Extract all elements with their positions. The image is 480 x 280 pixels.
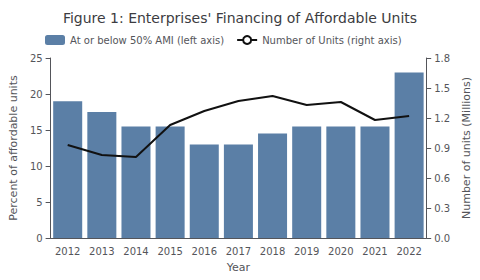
svg-text:2021: 2021: [362, 246, 387, 257]
svg-text:2019: 2019: [294, 246, 319, 257]
svg-text:2012: 2012: [55, 246, 80, 257]
svg-text:1.5: 1.5: [434, 83, 450, 94]
svg-text:10: 10: [30, 161, 43, 172]
svg-text:2018: 2018: [260, 246, 285, 257]
svg-text:0.6: 0.6: [434, 173, 450, 184]
svg-text:5: 5: [36, 197, 42, 208]
svg-text:1.2: 1.2: [434, 113, 450, 124]
svg-text:2017: 2017: [226, 246, 251, 257]
svg-text:Percent of affordable units: Percent of affordable units: [7, 75, 20, 221]
svg-text:0.3: 0.3: [434, 203, 450, 214]
svg-text:2016: 2016: [192, 246, 217, 257]
svg-text:Number of Units (right axis): Number of Units (right axis): [262, 35, 402, 46]
svg-text:2014: 2014: [123, 246, 148, 257]
svg-text:2013: 2013: [89, 246, 114, 257]
svg-text:20: 20: [30, 89, 43, 100]
svg-text:0: 0: [36, 233, 42, 244]
svg-text:2022: 2022: [396, 246, 421, 257]
svg-text:15: 15: [30, 125, 43, 136]
svg-text:0.9: 0.9: [434, 143, 450, 154]
svg-text:Figure 1: Enterprises' Financi: Figure 1: Enterprises' Financing of Affo…: [63, 10, 417, 26]
svg-text:25: 25: [30, 53, 43, 64]
svg-text:0.0: 0.0: [434, 233, 450, 244]
svg-text:1.8: 1.8: [434, 53, 450, 64]
svg-text:Year: Year: [226, 261, 251, 274]
svg-text:At or below 50% AMI (left axis: At or below 50% AMI (left axis): [70, 35, 224, 46]
svg-text:2020: 2020: [328, 246, 353, 257]
svg-text:2015: 2015: [157, 246, 182, 257]
svg-text:Number of units (Millions): Number of units (Millions): [460, 77, 473, 219]
